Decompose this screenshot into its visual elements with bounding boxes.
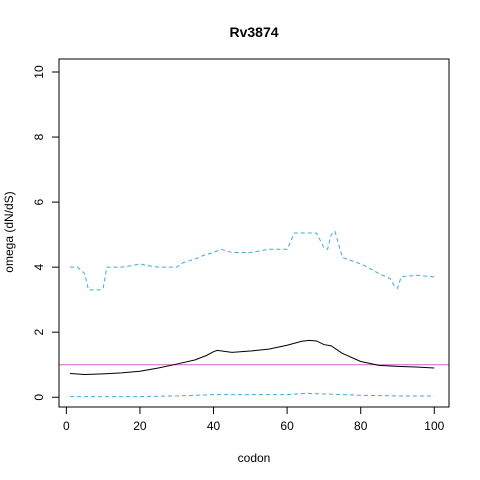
plot-frame [58, 58, 450, 408]
axes: 0 20 40 60 80 100 0 2 4 6 8 10 [32, 65, 445, 433]
lower-bound-line [70, 392, 435, 398]
chart-title: Rv3874 [229, 24, 278, 40]
y-tick-label: 0 [32, 394, 46, 401]
y-axis-label: omega (dN/dS) [2, 191, 16, 272]
x-tick-label: 40 [207, 419, 221, 433]
x-tick-label: 20 [133, 419, 147, 433]
x-tick-label: 100 [424, 419, 444, 433]
y-tick-label: 4 [32, 263, 46, 270]
omega-estimate-line [70, 339, 435, 375]
y-tick-label: 10 [32, 65, 46, 79]
x-axis-label: codon [238, 451, 271, 465]
upper-bound-line [70, 230, 435, 291]
y-tick-label: 6 [32, 198, 46, 205]
plot-area [59, 230, 449, 398]
x-tick-label: 0 [63, 419, 70, 433]
x-tick-label: 80 [354, 419, 368, 433]
x-tick-label: 60 [280, 419, 294, 433]
y-tick-label: 2 [32, 329, 46, 336]
y-tick-label: 8 [32, 133, 46, 140]
